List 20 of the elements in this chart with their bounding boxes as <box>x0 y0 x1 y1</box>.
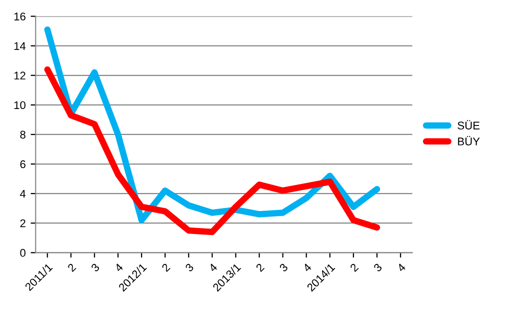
y-tick-label: 12 <box>14 72 26 80</box>
y-tick-label: 10 <box>14 101 26 110</box>
x-tick-label: 3 <box>90 262 100 272</box>
y-tick-label: 8 <box>20 130 26 139</box>
y-tick-label: 2 <box>20 219 26 228</box>
y-tick-label: 6 <box>20 160 26 168</box>
y-tick-label: 16 <box>14 12 26 20</box>
x-tick-label: 4 <box>396 262 406 272</box>
x-tick-label: 3 <box>278 262 288 272</box>
x-tick-label: 3 <box>373 262 382 272</box>
y-tick-label: 14 <box>14 42 26 50</box>
x-tick-label: 2 <box>256 262 265 272</box>
x-tick-label: 3 <box>184 262 194 272</box>
legend-label: BÜY <box>458 136 480 146</box>
x-tick-label: 2 <box>161 262 170 272</box>
x-tick-label: 2 <box>350 262 359 272</box>
x-tick-label: 2 <box>67 262 76 272</box>
legend-label: SÜE <box>458 120 480 130</box>
y-tick-label: 0 <box>20 248 26 257</box>
y-tick-label: 4 <box>20 190 26 198</box>
